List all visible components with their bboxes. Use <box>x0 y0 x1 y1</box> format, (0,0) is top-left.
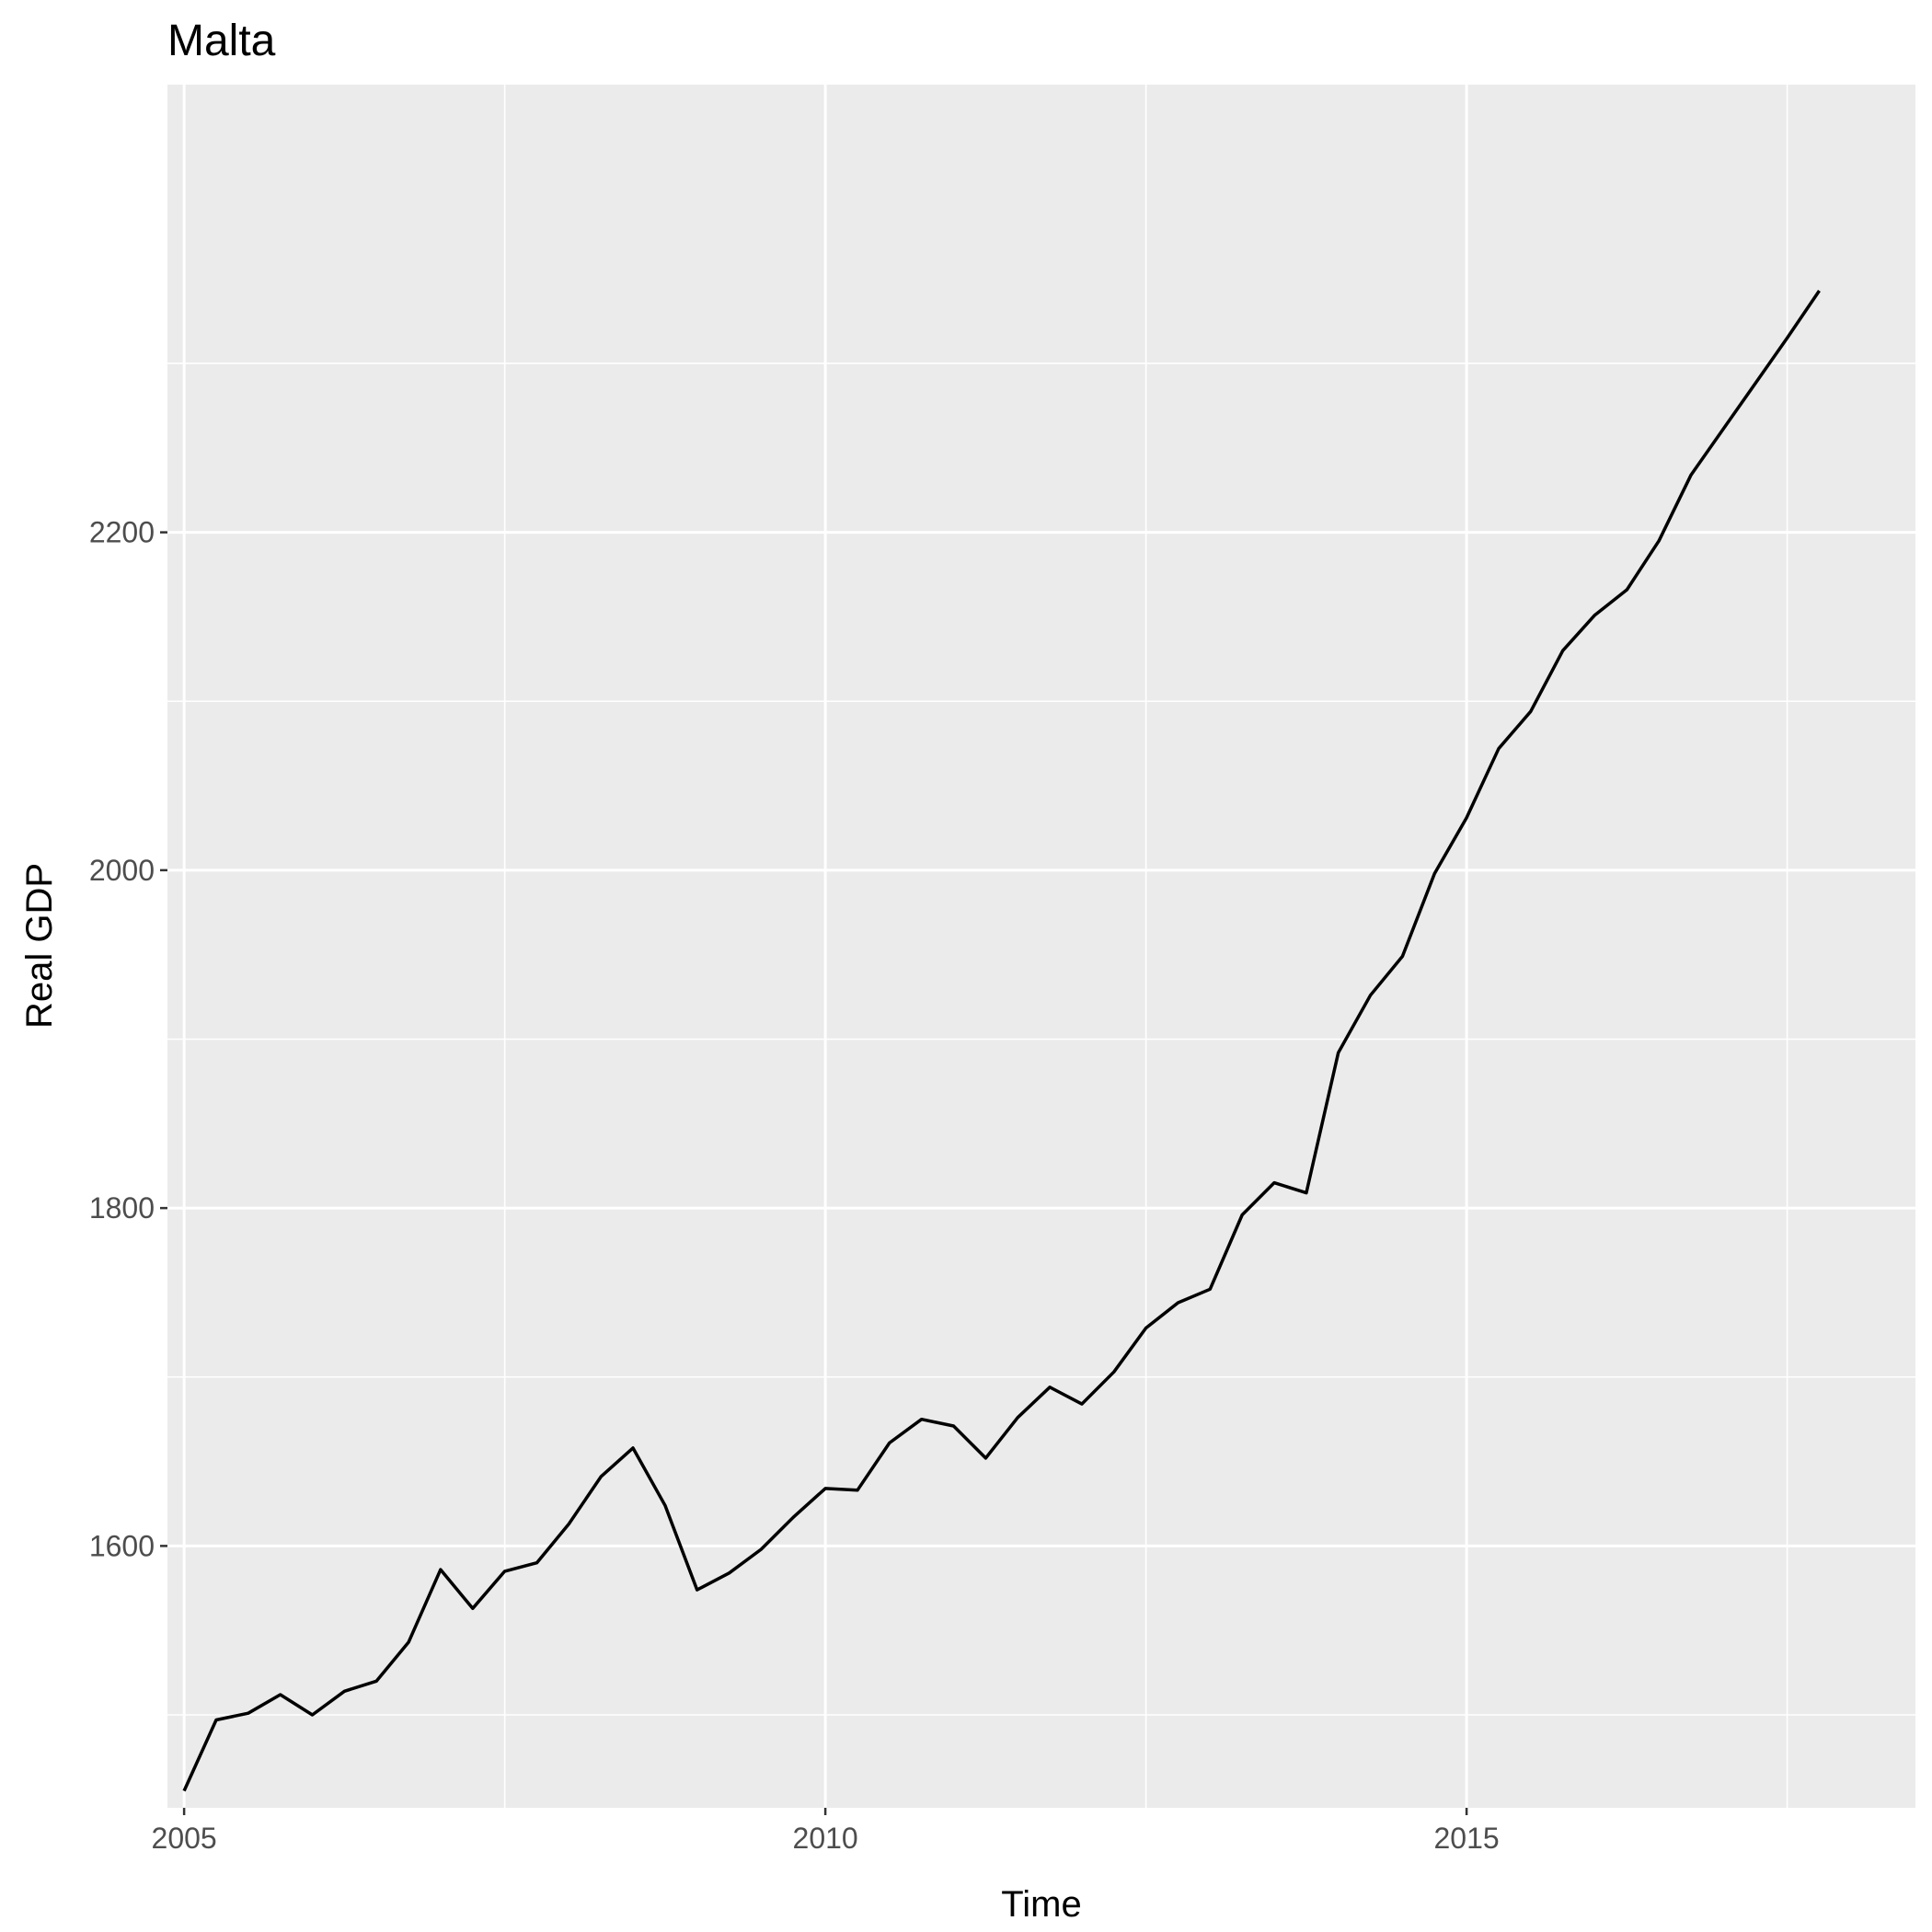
x-tick-label: 2015 <box>1434 1822 1500 1855</box>
chart-title: Malta <box>167 17 276 65</box>
series-line <box>182 290 1821 1792</box>
y-tick-label: 2200 <box>89 516 155 549</box>
x-tick-label: 2005 <box>152 1822 217 1855</box>
minor-grid <box>167 85 1915 1808</box>
y-tick-label: 2000 <box>89 854 155 887</box>
y-axis-ticks: 1600 1800 2000 2200 <box>89 516 167 1562</box>
x-tick-label: 2010 <box>793 1822 858 1855</box>
y-axis-title: Real GDP <box>19 863 60 1029</box>
major-grid <box>167 85 1915 1808</box>
plot-panel <box>167 85 1915 1808</box>
y-tick-label: 1600 <box>89 1529 155 1562</box>
y-tick-label: 1800 <box>89 1191 155 1225</box>
x-axis-ticks: 2005 2010 2015 <box>152 1808 1500 1855</box>
x-axis-title: Time <box>1001 1884 1081 1925</box>
